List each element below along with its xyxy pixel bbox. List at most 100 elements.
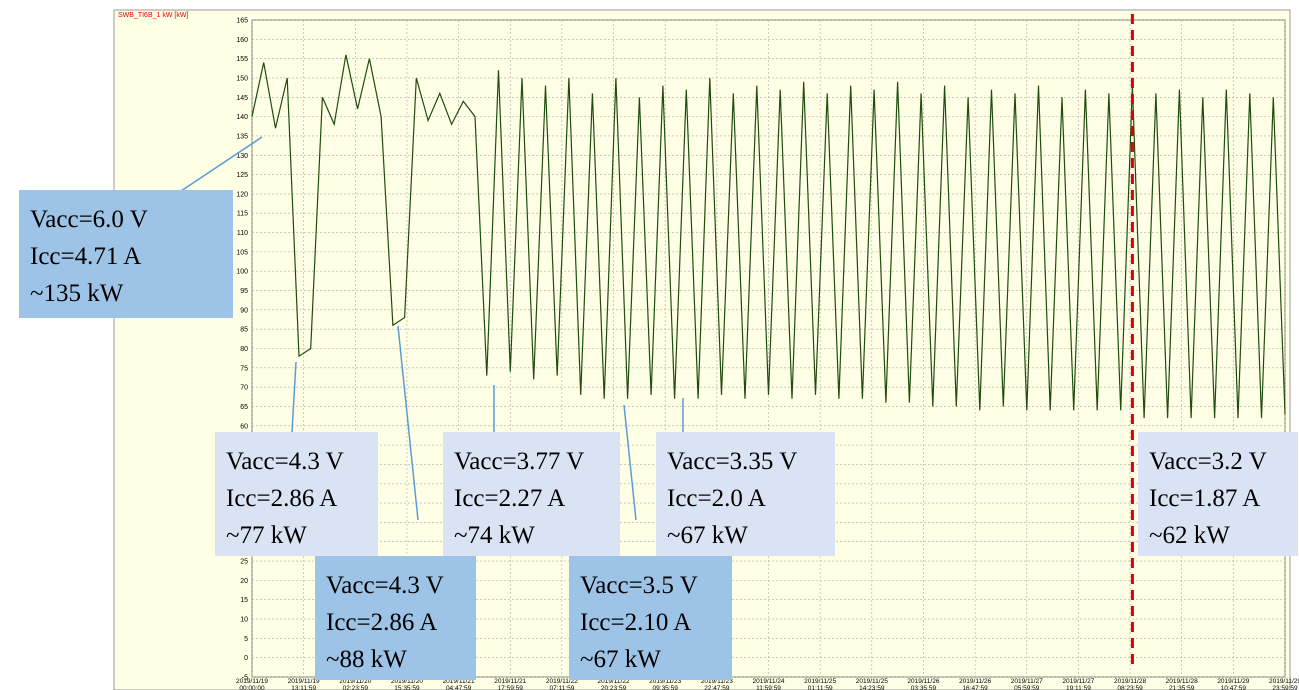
x-tick-label: 04:47:59 bbox=[446, 685, 472, 690]
x-tick-label: 2019/11/24 bbox=[752, 678, 784, 685]
y-tick-label: 145 bbox=[236, 95, 248, 102]
x-tick-label: 08:23:59 bbox=[1117, 685, 1143, 690]
y-tick-label: 25 bbox=[240, 559, 248, 566]
annotation-text: Icc=2.86 A bbox=[226, 485, 337, 512]
arrow bbox=[177, 136, 263, 194]
x-tick-label: 02:23:59 bbox=[343, 685, 369, 690]
annotation-box bbox=[1138, 432, 1298, 556]
annotation-text: Icc=2.86 A bbox=[326, 609, 437, 636]
x-tick-label: 2019/11/26 bbox=[959, 678, 991, 685]
annotation-text: ~62 kW bbox=[1149, 522, 1230, 549]
y-tick-label: 65 bbox=[240, 404, 248, 411]
x-tick-label: 01:11:59 bbox=[808, 685, 833, 690]
x-tick-label: 2019/11/21 bbox=[443, 678, 475, 685]
y-tick-label: 100 bbox=[236, 269, 248, 276]
x-tick-label: 2019/11/19 bbox=[288, 678, 320, 685]
x-tick-label: 2019/11/28 bbox=[1114, 678, 1146, 685]
chart-title: SWB_TI6B_1 kW [kW] bbox=[118, 12, 188, 19]
y-tick-label: 135 bbox=[236, 133, 248, 140]
y-tick-label: 155 bbox=[236, 56, 248, 63]
y-tick-label: 0 bbox=[244, 655, 248, 662]
y-tick-label: 60 bbox=[240, 423, 248, 430]
y-tick-label: 110 bbox=[237, 230, 248, 237]
annotation-text: Icc=4.71 A bbox=[30, 243, 141, 270]
annotation-text: Vacc=3.77 V bbox=[454, 448, 584, 475]
annotation-text: ~135 kW bbox=[30, 280, 124, 307]
x-tick-label: 2019/11/25 bbox=[856, 678, 888, 685]
annotation-box bbox=[656, 432, 835, 556]
annotation-text: ~74 kW bbox=[454, 522, 535, 549]
x-tick-label: 2019/11/27 bbox=[1011, 678, 1043, 685]
annotation-text: ~88 kW bbox=[326, 646, 407, 673]
x-tick-label: 13:11:59 bbox=[291, 685, 316, 690]
y-tick-label: 15 bbox=[240, 597, 248, 604]
annotations: Vacc=6.0 V Icc=4.71 A ~135 kW Vacc=4.3 V Icc… bbox=[19, 136, 1298, 680]
x-tick-label: 14:23:59 bbox=[859, 685, 885, 690]
annotation-text: ~67 kW bbox=[667, 522, 748, 549]
x-tick-label: 05:59:59 bbox=[1014, 685, 1040, 690]
x-tick-label: 19:11:59 bbox=[1066, 685, 1091, 690]
x-tick-label: 2019/11/23 bbox=[649, 678, 681, 685]
y-tick-label: 105 bbox=[236, 249, 248, 256]
x-tick-label: 03:35:59 bbox=[911, 685, 937, 690]
y-tick-label: 130 bbox=[236, 153, 248, 160]
x-tick-label: 22:47:59 bbox=[704, 685, 730, 690]
y-tick-label: -5 bbox=[242, 675, 248, 682]
y-tick-label: 150 bbox=[236, 75, 248, 82]
annotation-text: Icc=2.0 A bbox=[667, 485, 766, 512]
x-tick-label: 2019/11/29 bbox=[1217, 678, 1249, 685]
arrow bbox=[623, 404, 637, 521]
annotation-text: Vacc=3.35 V bbox=[667, 448, 797, 475]
data-line bbox=[251, 54, 1286, 419]
x-tick-label: 2019/11/19 bbox=[236, 678, 268, 685]
plot bbox=[251, 14, 1286, 669]
x-tick-label: 09:35:59 bbox=[653, 685, 679, 690]
y-tick-label: 120 bbox=[236, 191, 248, 198]
y-tick-label: 165 bbox=[236, 18, 248, 25]
y-tick-label: 10 bbox=[240, 617, 248, 624]
annotation-text: Vacc=3.5 V bbox=[580, 572, 698, 599]
x-tick-label: 2019/11/20 bbox=[339, 678, 371, 685]
y-tick-label: 80 bbox=[240, 346, 248, 353]
x-tick-label: 2019/11/22 bbox=[546, 678, 578, 685]
annotation-box bbox=[215, 432, 378, 556]
y-tick-label: 5 bbox=[244, 636, 248, 643]
annotation-box bbox=[443, 432, 620, 556]
arrow bbox=[397, 325, 419, 521]
y-tick-label: 160 bbox=[236, 37, 248, 44]
annotation-box bbox=[315, 556, 476, 680]
y-tick-label: 115 bbox=[237, 211, 248, 218]
x-tick-label: 11:59:59 bbox=[756, 685, 781, 690]
annotation-box bbox=[19, 190, 233, 318]
y-tick-label: 90 bbox=[240, 307, 248, 314]
annotation-text: Vacc=3.2 V bbox=[1149, 448, 1267, 475]
x-tick-label: 2019/11/23 bbox=[701, 678, 733, 685]
annotation-text: Vacc=6.0 V bbox=[30, 206, 148, 233]
x-tick-label: 15:35:59 bbox=[394, 685, 420, 690]
annotation-text: Vacc=4.3 V bbox=[326, 572, 444, 599]
x-tick-label: 2019/11/20 bbox=[391, 678, 423, 685]
x-tick-label: 07:11:59 bbox=[549, 685, 574, 690]
y-tick-label: 20 bbox=[240, 578, 248, 585]
x-tick-label: 2019/11/27 bbox=[1062, 678, 1094, 685]
annotation-text: Icc=2.10 A bbox=[580, 609, 691, 636]
x-tick-label: 2019/11/25 bbox=[804, 678, 836, 685]
x-tick-label: 2019/11/28 bbox=[1166, 678, 1198, 685]
y-tick-label: 75 bbox=[240, 365, 248, 372]
x-tick-label: 2019/11/21 bbox=[494, 678, 526, 685]
y-tick-label: 70 bbox=[240, 385, 248, 392]
annotation-text: Icc=1.87 A bbox=[1149, 485, 1260, 512]
x-tick-label: 21:35:59 bbox=[1169, 685, 1195, 690]
annotation-text: Icc=2.27 A bbox=[454, 485, 565, 512]
annotation-text: Vacc=4.3 V bbox=[226, 448, 344, 475]
annotation-text: ~77 kW bbox=[226, 522, 307, 549]
x-tick-label: 2019/11/26 bbox=[907, 678, 939, 685]
y-tick-label: 140 bbox=[236, 114, 248, 121]
x-tick-label: 20:23:59 bbox=[601, 685, 627, 690]
x-tick-label: 23:59:59 bbox=[1272, 685, 1298, 690]
y-tick-label: 85 bbox=[240, 327, 248, 334]
x-tick-label: 2019/11/22 bbox=[598, 678, 630, 685]
arrow bbox=[291, 361, 297, 433]
annotation-text: ~67 kW bbox=[580, 646, 661, 673]
